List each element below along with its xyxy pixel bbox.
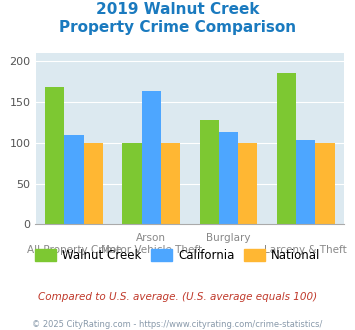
- Text: Arson: Arson: [136, 233, 166, 243]
- Bar: [84, 143, 103, 224]
- Bar: [219, 132, 238, 224]
- Text: © 2025 CityRating.com - https://www.cityrating.com/crime-statistics/: © 2025 CityRating.com - https://www.city…: [32, 320, 323, 329]
- Bar: [161, 143, 180, 224]
- Bar: [45, 87, 65, 224]
- Text: Compared to U.S. average. (U.S. average equals 100): Compared to U.S. average. (U.S. average …: [38, 292, 317, 302]
- Bar: [296, 140, 315, 224]
- Text: 2019 Walnut Creek: 2019 Walnut Creek: [96, 2, 259, 16]
- Text: Motor Vehicle Theft: Motor Vehicle Theft: [101, 245, 202, 255]
- Text: Property Crime Comparison: Property Crime Comparison: [59, 20, 296, 35]
- Bar: [122, 143, 142, 224]
- Bar: [315, 143, 335, 224]
- Bar: [200, 120, 219, 224]
- Text: Burglary: Burglary: [206, 233, 251, 243]
- Legend: Walnut Creek, California, National: Walnut Creek, California, National: [30, 244, 325, 266]
- Bar: [65, 135, 84, 224]
- Text: All Property Crime: All Property Crime: [27, 245, 122, 255]
- Text: Larceny & Theft: Larceny & Theft: [264, 245, 347, 255]
- Bar: [238, 143, 257, 224]
- Bar: [277, 73, 296, 224]
- Bar: [142, 91, 161, 224]
